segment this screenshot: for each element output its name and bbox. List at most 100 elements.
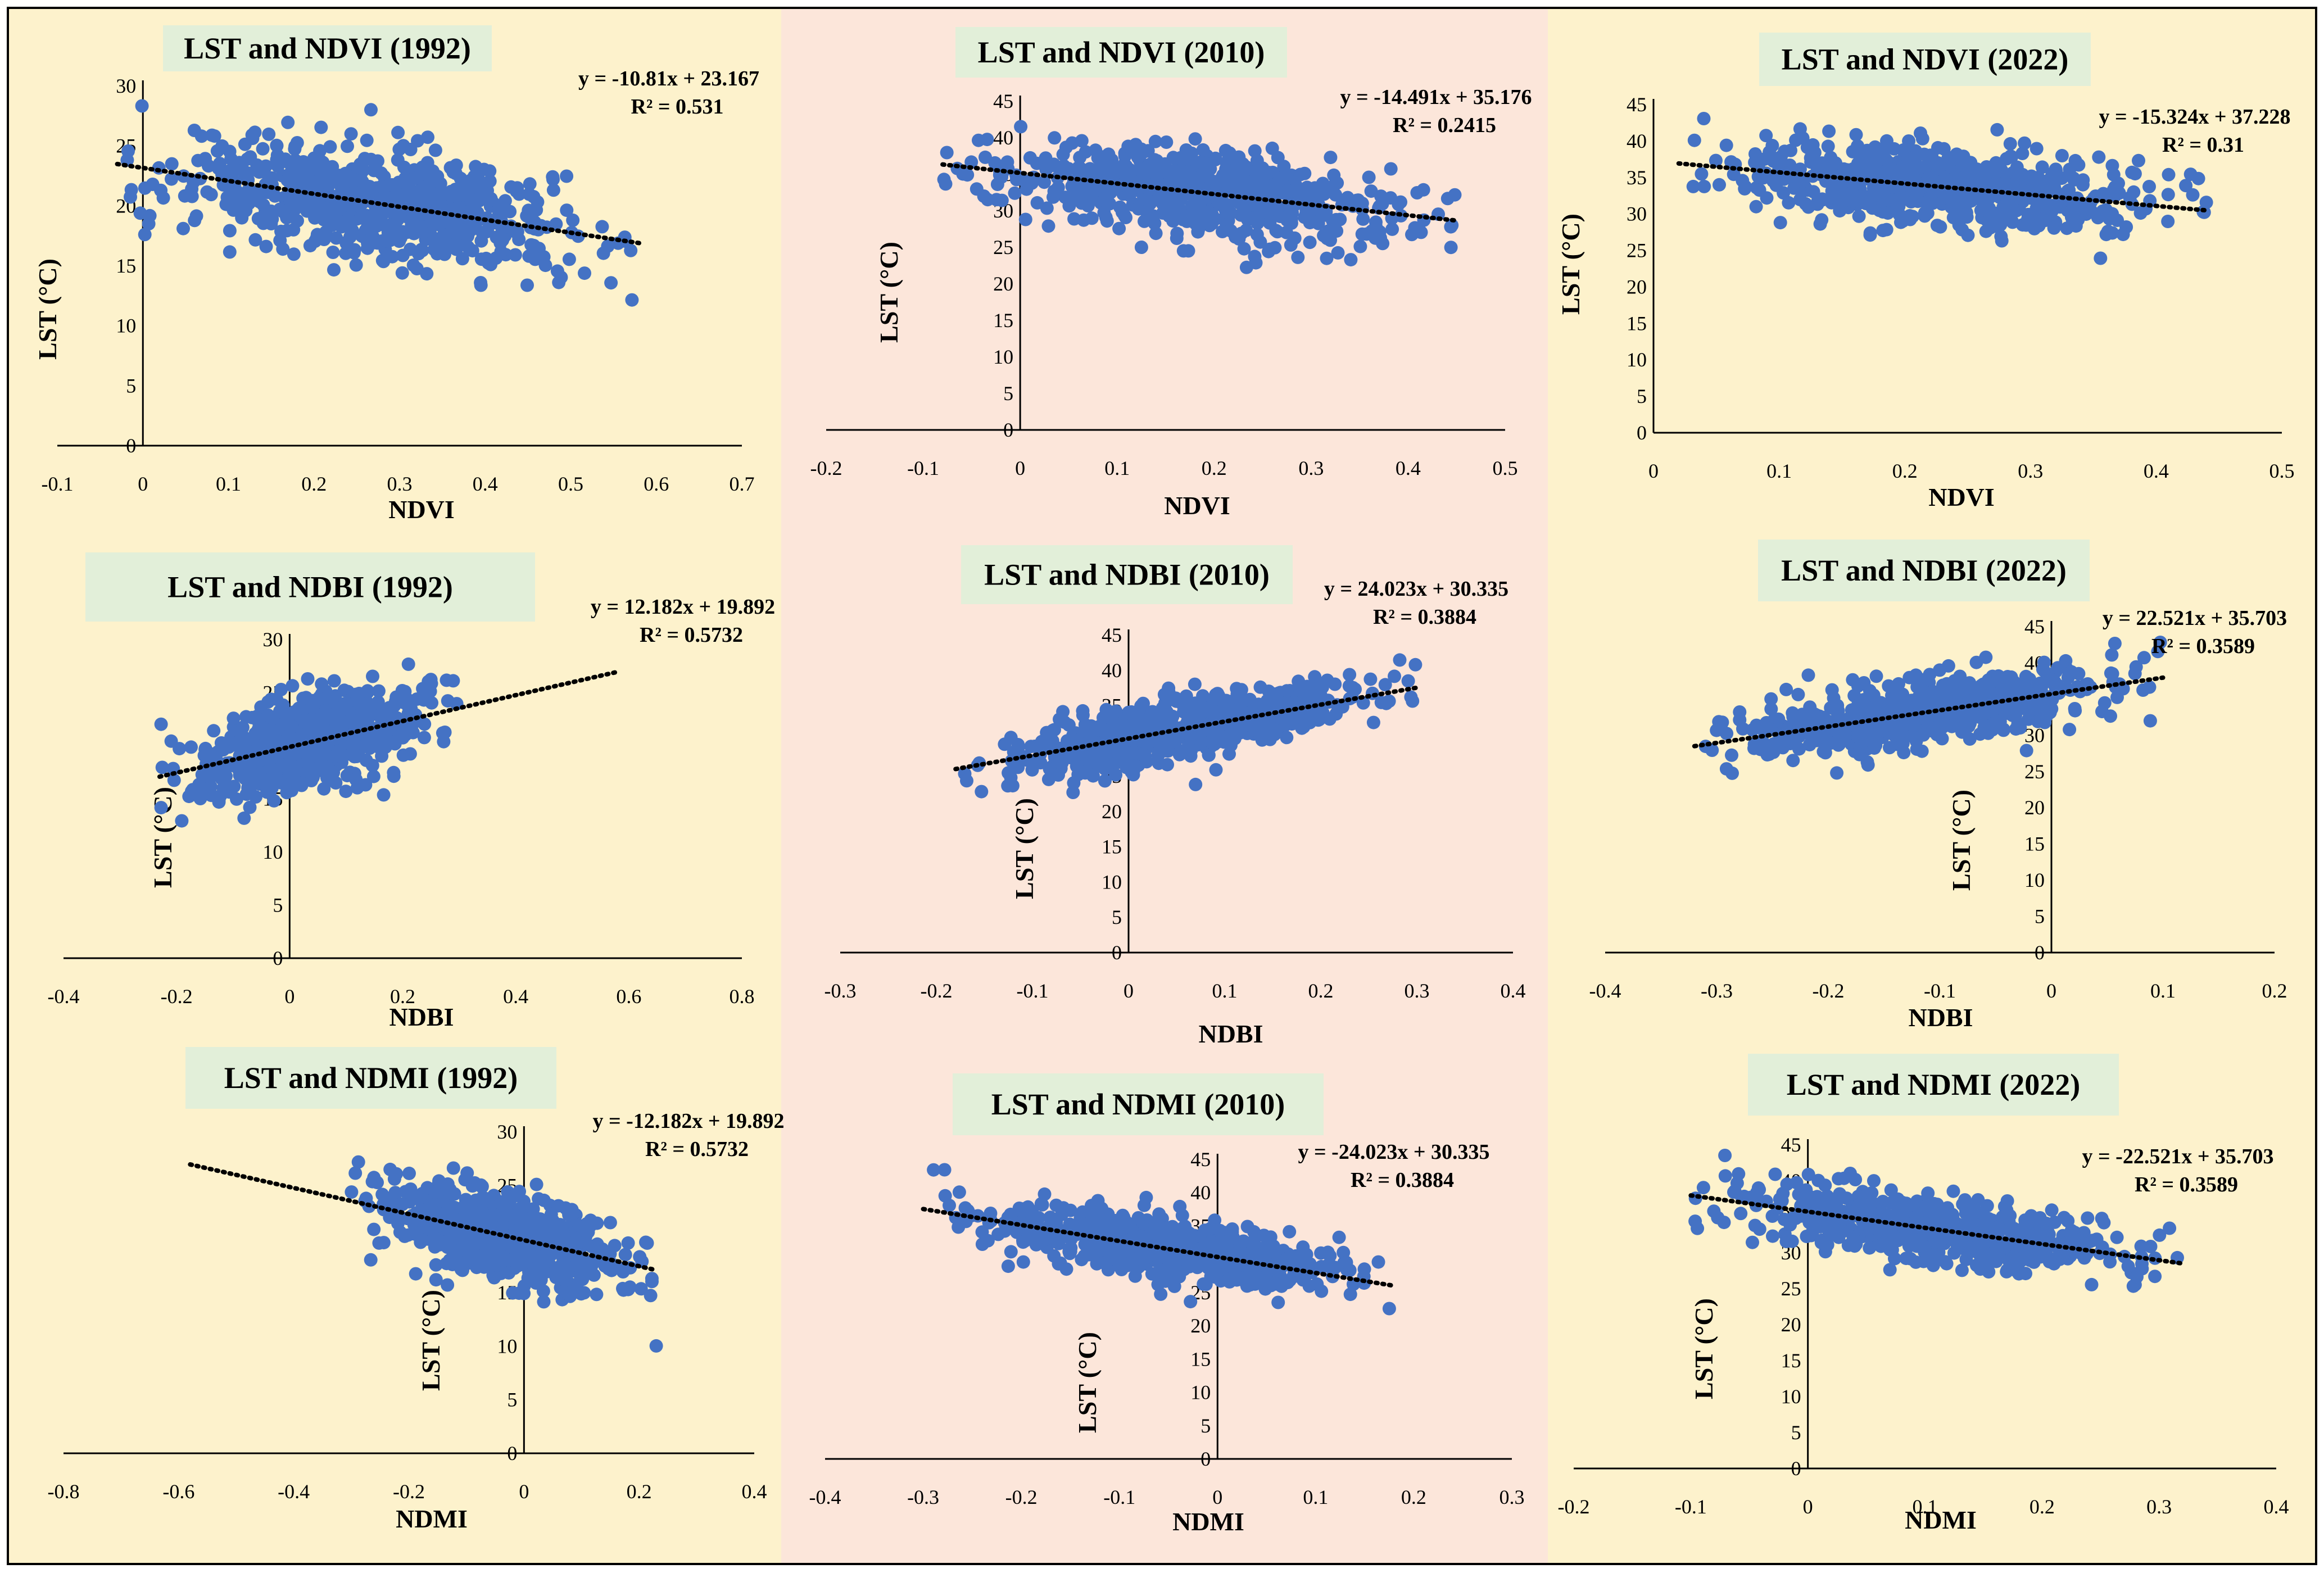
data-point (1401, 674, 1415, 688)
y-tick-label: 10 (2024, 869, 2045, 891)
data-point (2105, 648, 2119, 662)
data-point (276, 698, 290, 712)
data-point (940, 146, 954, 160)
y-tick-label: 0 (273, 947, 283, 969)
y-tick-label: 10 (993, 346, 1013, 368)
data-point (1008, 186, 1022, 200)
data-point (154, 717, 168, 731)
data-point (571, 229, 585, 243)
y-tick-label: 30 (1627, 203, 1647, 225)
data-point (447, 1187, 461, 1201)
chart-title: LST and NDVI (2010) (978, 35, 1265, 69)
data-point (474, 1178, 488, 1192)
data-point (458, 205, 472, 219)
data-point (292, 701, 306, 715)
data-point (492, 201, 506, 215)
data-point (188, 214, 202, 228)
data-point (1950, 198, 1964, 212)
data-point (2068, 702, 2082, 715)
data-point (560, 169, 574, 183)
data-point (520, 278, 534, 292)
data-point (1300, 714, 1314, 728)
data-point (1909, 668, 1923, 682)
data-point (444, 184, 458, 198)
data-point (2072, 158, 2086, 172)
data-point (1188, 132, 1202, 146)
data-point (1364, 184, 1378, 198)
x-tick-label: -0.4 (1589, 980, 1621, 1002)
data-point (1075, 196, 1089, 210)
data-point (1248, 250, 1262, 264)
data-point (378, 192, 392, 206)
data-point (322, 762, 336, 776)
data-point (1863, 226, 1877, 240)
data-point (1184, 749, 1198, 763)
data-point (1725, 748, 1738, 762)
data-point (1887, 142, 1901, 156)
x-tick-label: 0.1 (216, 473, 241, 495)
y-tick-label: 25 (2024, 760, 2045, 783)
data-point (1412, 223, 1426, 237)
panel-bg-middle (781, 8, 1548, 1564)
data-point (524, 238, 538, 252)
x-tick-label: -0.4 (48, 985, 80, 1008)
data-point (1686, 179, 1700, 193)
x-tick-label: 0.3 (2018, 460, 2043, 482)
x-tick-label: 0.4 (742, 1480, 767, 1503)
data-point (601, 239, 615, 253)
data-point (1212, 689, 1226, 703)
data-point (155, 760, 169, 774)
chart-title: LST and NDVI (1992) (184, 31, 471, 65)
data-point (267, 763, 281, 777)
x-axis-title: NDMI (396, 1504, 468, 1533)
data-point (555, 1224, 569, 1237)
y-tick-label: 20 (993, 273, 1013, 295)
data-point (1073, 161, 1088, 175)
data-point (977, 189, 991, 203)
data-point (2047, 221, 2061, 235)
data-point (1112, 221, 1126, 235)
data-point (1363, 672, 1378, 686)
x-tick-label: -0.4 (809, 1486, 841, 1508)
data-point (2029, 142, 2044, 156)
data-point (1448, 188, 1462, 202)
data-point (1318, 182, 1332, 196)
data-point (1134, 241, 1148, 254)
data-point (1862, 192, 1876, 206)
data-point (1075, 186, 1089, 200)
y-tick-label: 10 (1627, 348, 1647, 371)
data-point (1384, 162, 1398, 176)
data-point (1048, 131, 1062, 145)
data-point (1968, 179, 1982, 193)
data-point (496, 1253, 510, 1267)
data-point (371, 154, 384, 168)
data-point (1030, 156, 1044, 170)
data-point (1369, 231, 1383, 245)
data-point (1298, 688, 1312, 702)
data-point (345, 738, 359, 752)
data-point (2038, 179, 2052, 193)
x-axis-title: NDVI (388, 495, 455, 524)
data-point (327, 674, 341, 688)
data-point (1876, 224, 1890, 238)
data-point (2133, 206, 2148, 220)
data-point (2071, 213, 2085, 226)
panel-bg-right (1548, 8, 2316, 1564)
data-point (238, 137, 252, 151)
x-tick-label: -0.2 (810, 457, 842, 479)
data-point (1756, 171, 1770, 185)
data-point (1408, 658, 1423, 672)
data-point (345, 1185, 359, 1199)
data-point (1861, 758, 1875, 772)
y-tick-label: 30 (262, 628, 283, 651)
data-point (1056, 147, 1070, 161)
data-point (381, 226, 395, 240)
data-point (259, 239, 273, 253)
data-point (1759, 129, 1773, 143)
data-point (251, 723, 265, 737)
data-point (341, 139, 354, 153)
data-point (397, 160, 411, 174)
data-point (1955, 223, 1969, 237)
y-tick-label: 45 (2024, 615, 2045, 638)
data-point (173, 742, 187, 756)
